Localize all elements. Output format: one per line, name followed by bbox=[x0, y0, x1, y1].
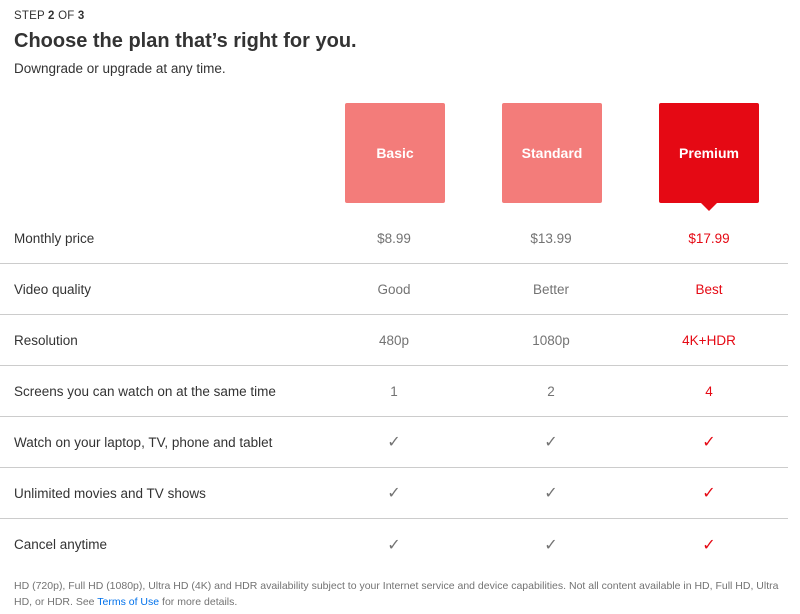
checkmark-icon: ✓ bbox=[702, 485, 716, 502]
cell-value: $8.99 bbox=[377, 230, 411, 246]
checkmark-icon: ✓ bbox=[387, 536, 401, 554]
row-label: Unlimited movies and TV shows bbox=[14, 485, 206, 501]
row-label: Watch on your laptop, TV, phone and tabl… bbox=[14, 434, 273, 450]
table-row: Screens you can watch on at the same tim… bbox=[0, 366, 788, 417]
plan-basic[interactable]: Basic bbox=[345, 103, 445, 203]
cell-value: Good bbox=[377, 281, 411, 297]
step-of: OF bbox=[58, 10, 75, 22]
table-row: Unlimited movies and TV shows ✓ ✓ ✓ bbox=[0, 468, 788, 519]
step-prefix: STEP bbox=[14, 10, 45, 22]
step-current: 2 bbox=[48, 10, 55, 22]
row-label: Video quality bbox=[14, 281, 92, 297]
checkmark-icon: ✓ bbox=[387, 434, 401, 451]
checkmark-icon: ✓ bbox=[702, 434, 716, 451]
footer-text: HD (720p), Full HD (1080p), Ultra HD (4K… bbox=[14, 580, 779, 608]
terms-of-use-link[interactable]: Terms of Use bbox=[97, 596, 160, 608]
page-subtitle: Downgrade or upgrade at any time. bbox=[14, 61, 226, 76]
step-total: 3 bbox=[77, 10, 85, 22]
cell-value: Better bbox=[532, 281, 570, 297]
plan-standard[interactable]: Standard bbox=[502, 103, 602, 203]
checkmark-icon: ✓ bbox=[544, 434, 558, 451]
table-row: Watch on your laptop, TV, phone and tabl… bbox=[0, 417, 788, 468]
footer-disclaimer: HD (720p), Full HD (1080p), Ultra HD (4K… bbox=[14, 578, 784, 610]
table-row: Monthly price $8.99 $13.99 $17.99 bbox=[0, 213, 788, 264]
cell-value: $13.99 bbox=[530, 230, 572, 246]
checkmark-icon: ✓ bbox=[702, 536, 716, 554]
cell-value: 4 bbox=[705, 383, 713, 399]
cell-value: 480p bbox=[378, 332, 410, 348]
cell-value: 1 bbox=[390, 383, 398, 399]
cell-value: $17.99 bbox=[688, 230, 730, 246]
table-row: Resolution 480p 1080p 4K+HDR bbox=[0, 315, 788, 366]
cell-value: 2 bbox=[547, 383, 555, 399]
row-label: Cancel anytime bbox=[14, 537, 108, 552]
checkmark-icon: ✓ bbox=[544, 536, 558, 554]
row-label: Screens you can watch on at the same tim… bbox=[14, 383, 276, 399]
cell-value: 1080p bbox=[532, 332, 570, 348]
page-title: Choose the plan that’s right for you. bbox=[14, 30, 357, 52]
footer-after: for more details. bbox=[159, 596, 238, 608]
plan-premium[interactable]: Premium bbox=[659, 103, 759, 211]
step-indicator: STEP 2 OF 3 bbox=[14, 10, 84, 22]
row-label: Resolution bbox=[14, 332, 78, 348]
table-row: Video quality Good Better Best bbox=[0, 264, 788, 315]
cell-value: 4K+HDR bbox=[682, 332, 736, 348]
table-row: Cancel anytime ✓ ✓ ✓ bbox=[0, 519, 788, 570]
checkmark-icon: ✓ bbox=[544, 485, 558, 502]
row-label: Monthly price bbox=[14, 230, 95, 246]
cell-value: Best bbox=[695, 281, 723, 297]
checkmark-icon: ✓ bbox=[387, 485, 401, 502]
